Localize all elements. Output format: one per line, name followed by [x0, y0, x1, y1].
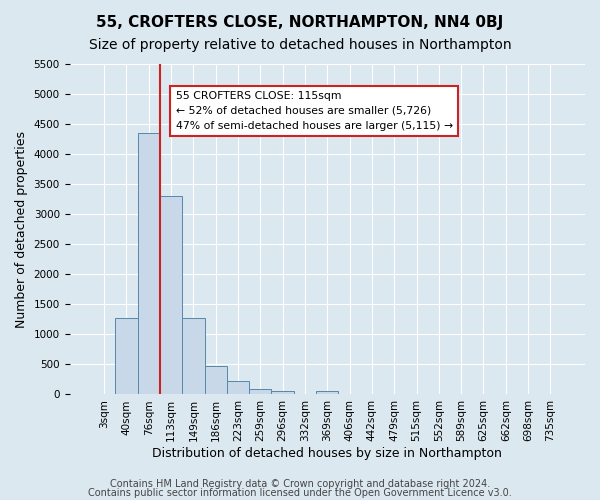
Text: 55 CROFTERS CLOSE: 115sqm
← 52% of detached houses are smaller (5,726)
47% of se: 55 CROFTERS CLOSE: 115sqm ← 52% of detac… — [176, 91, 452, 130]
Text: Size of property relative to detached houses in Northampton: Size of property relative to detached ho… — [89, 38, 511, 52]
Text: Contains public sector information licensed under the Open Government Licence v3: Contains public sector information licen… — [88, 488, 512, 498]
Text: Contains HM Land Registry data © Crown copyright and database right 2024.: Contains HM Land Registry data © Crown c… — [110, 479, 490, 489]
Bar — [115, 318, 137, 394]
Bar — [205, 366, 227, 394]
X-axis label: Distribution of detached houses by size in Northampton: Distribution of detached houses by size … — [152, 447, 502, 460]
Bar — [316, 391, 338, 394]
Bar — [227, 380, 249, 394]
Y-axis label: Number of detached properties: Number of detached properties — [15, 130, 28, 328]
Bar — [182, 318, 205, 394]
Bar — [249, 389, 271, 394]
Text: 55, CROFTERS CLOSE, NORTHAMPTON, NN4 0BJ: 55, CROFTERS CLOSE, NORTHAMPTON, NN4 0BJ — [97, 15, 503, 30]
Bar — [160, 196, 182, 394]
Bar — [137, 133, 160, 394]
Bar — [271, 391, 294, 394]
